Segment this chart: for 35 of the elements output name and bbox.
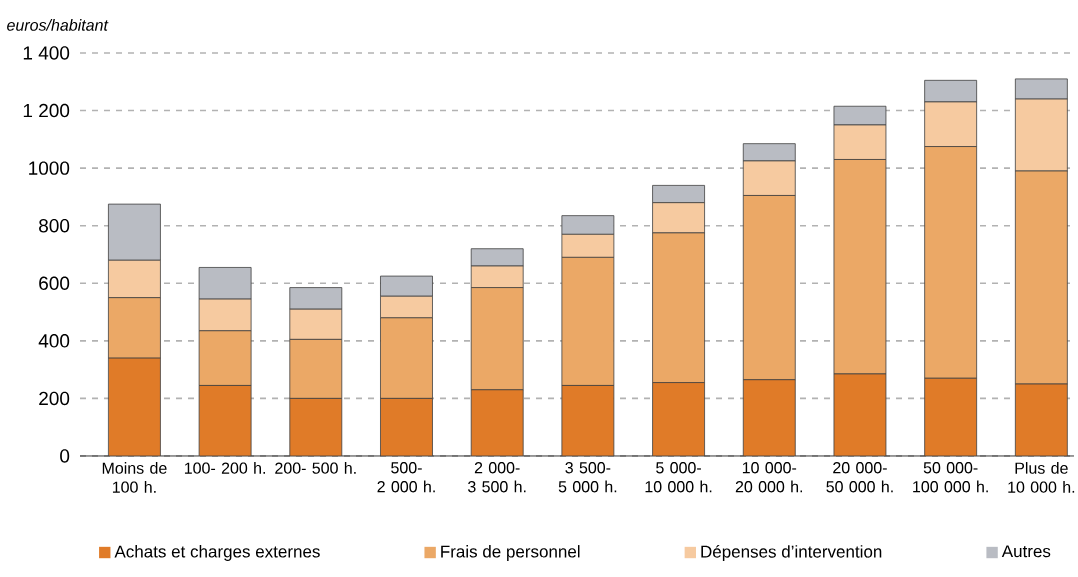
y-tick-label: 1 200 — [23, 103, 70, 118]
x-tick-label: 200- 500 h. — [275, 462, 356, 474]
y-tick-label: 800 — [39, 218, 70, 233]
x-tick-label: 10 000- 20 000 h. — [735, 462, 803, 493]
y-tick-label: 200 — [39, 391, 70, 406]
bar — [833, 373, 887, 456]
bar — [470, 389, 524, 456]
x-tick-label: 50 000- 100 000 h. — [913, 462, 988, 493]
bar — [198, 385, 252, 456]
y-tick-label: 600 — [39, 276, 70, 290]
y-tick-label: 1000 — [29, 161, 70, 175]
bar — [380, 398, 433, 456]
x-tick-label: 2 000- 3 500 h. — [467, 462, 526, 493]
x-tick-label: 20 000- 50 000 h. — [826, 462, 893, 493]
x-tick-label: Plus de 10 000 h. — [1008, 462, 1075, 493]
legend-label: Frais de personnel — [441, 545, 580, 561]
x-tick-label: 3 500- 5 000 h. — [558, 462, 617, 493]
bar — [108, 357, 161, 456]
y-tick-label: 400 — [38, 334, 70, 348]
bar — [924, 377, 978, 456]
bar — [289, 398, 343, 456]
y-axis-title: euros/habitant — [7, 19, 109, 31]
bar — [742, 379, 796, 456]
legend-label: Dépenses d’intervention — [701, 544, 882, 562]
legend-label: Achats et charges externes — [114, 545, 320, 561]
bar — [652, 382, 705, 456]
y-tick-label: 1 400 — [23, 46, 70, 60]
legend-label: Autres — [1001, 545, 1051, 558]
x-tick-label: 5 000- 10 000 h. — [645, 462, 712, 493]
bar — [561, 385, 615, 456]
x-tick-label: 500- 2 000 h. — [377, 462, 435, 493]
x-tick-label: 100- 200 h. — [184, 462, 265, 474]
x-tick-label: Moins de 100 h. — [102, 462, 167, 493]
bar — [1014, 383, 1068, 456]
y-tick-label: 0 — [60, 449, 70, 463]
